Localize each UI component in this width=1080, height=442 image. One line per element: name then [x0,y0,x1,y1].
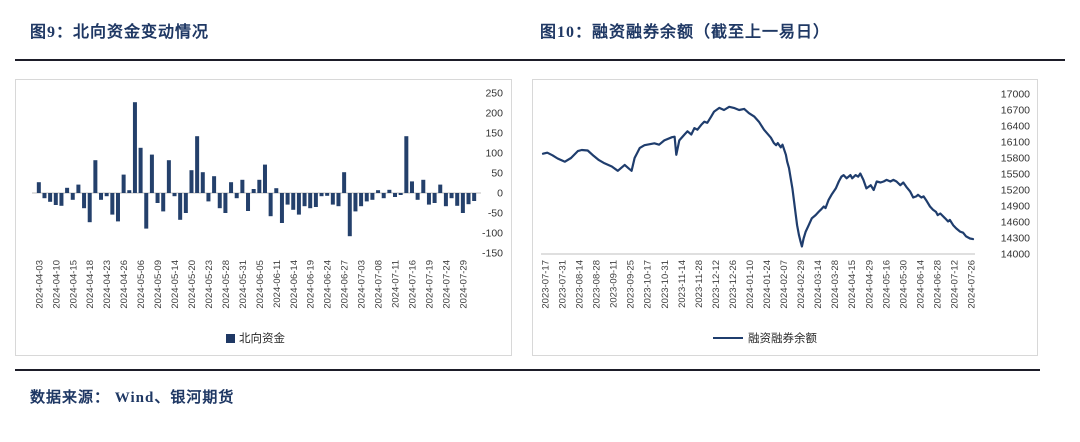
svg-text:2024-06-27: 2024-06-27 [340,260,351,309]
svg-text:2023-08-14: 2023-08-14 [575,260,586,309]
svg-text:2024-04-03: 2024-04-03 [34,260,45,309]
svg-text:17000: 17000 [1001,89,1030,101]
figure9-title: 图9：北向资金变动情况 [30,24,210,41]
svg-text:2023-09-25: 2023-09-25 [626,260,637,309]
svg-text:2023-08-28: 2023-08-28 [592,260,603,309]
northbound-legend: 北向资金 [226,330,285,346]
svg-text:2024-06-24: 2024-06-24 [323,260,334,309]
svg-text:2024-05-30: 2024-05-30 [898,260,909,309]
svg-text:2024-02-07: 2024-02-07 [779,260,790,309]
svg-text:2024-05-06: 2024-05-06 [136,260,147,309]
svg-text:150: 150 [485,128,503,140]
svg-text:2024-06-11: 2024-06-11 [272,260,283,308]
svg-text:2024-07-12: 2024-07-12 [949,260,960,309]
svg-text:14600: 14600 [1001,217,1030,229]
svg-text:200: 200 [485,108,503,120]
svg-text:2024-06-19: 2024-06-19 [306,260,317,309]
svg-text:2024-04-18: 2024-04-18 [85,260,96,309]
svg-text:-50: -50 [488,208,503,220]
svg-text:2023-12-12: 2023-12-12 [711,260,722,309]
svg-text:2024-04-15: 2024-04-15 [68,260,79,309]
svg-text:2024-03-14: 2024-03-14 [813,260,824,309]
svg-text:14000: 14000 [1001,249,1030,261]
bar-legend-label: 北向资金 [239,333,285,345]
svg-text:2024-05-28: 2024-05-28 [221,260,232,309]
svg-text:2023-11-28: 2023-11-28 [694,260,705,308]
svg-text:2024-06-28: 2024-06-28 [932,260,943,309]
svg-text:2024-07-19: 2024-07-19 [424,260,435,309]
svg-text:2024-04-26: 2024-04-26 [119,260,130,309]
bottom-divider-rule [15,369,1040,371]
svg-text:2024-07-26: 2024-07-26 [967,260,978,309]
svg-text:2023-11-14: 2023-11-14 [677,260,688,308]
svg-text:2024-03-28: 2024-03-28 [830,260,841,309]
data-source-note: 数据来源： Wind、银河期货 [30,390,235,406]
svg-text:2024-04-15: 2024-04-15 [847,260,858,309]
svg-text:-100: -100 [482,228,503,240]
svg-text:2024-04-29: 2024-04-29 [864,260,875,309]
svg-text:2024-04-10: 2024-04-10 [51,260,62,309]
svg-text:250: 250 [485,88,503,100]
svg-text:2023-12-26: 2023-12-26 [728,260,739,309]
svg-text:2024-05-23: 2024-05-23 [204,260,215,309]
svg-text:16400: 16400 [1001,121,1030,133]
svg-text:2023-10-31: 2023-10-31 [660,260,671,309]
line-legend-swatch-icon [713,337,743,339]
svg-text:100: 100 [485,148,503,160]
svg-text:2024-07-08: 2024-07-08 [374,260,385,309]
svg-text:2024-07-29: 2024-07-29 [458,260,469,309]
svg-text:2024-06-14: 2024-06-14 [915,260,926,309]
svg-text:2024-07-03: 2024-07-03 [357,260,368,309]
svg-text:2023-09-11: 2023-09-11 [609,260,620,308]
svg-text:16100: 16100 [1001,137,1030,149]
margin-balance-legend: 融资融券余额 [713,330,817,346]
svg-text:2024-06-14: 2024-06-14 [289,260,300,309]
svg-text:15800: 15800 [1001,153,1030,165]
svg-text:2024-07-24: 2024-07-24 [441,260,452,309]
svg-text:2024-05-14: 2024-05-14 [170,260,181,309]
svg-text:-150: -150 [482,248,503,260]
svg-text:2023-07-31: 2023-07-31 [558,260,569,309]
margin-balance-chart-panel: 17000 16700 16400 16100 15800 15500 15200 14900… [532,79,1038,356]
figure10-title: 图10：融资融券余额（截至上一易日） [540,24,831,41]
northbound-capital-chart-panel: 250 200 150 100 50 0 -50 -100 -150 2024-04-03 2024… [15,79,512,356]
svg-text:50: 50 [491,168,503,180]
svg-text:0: 0 [497,188,503,200]
svg-text:15500: 15500 [1001,169,1030,181]
svg-text:2024-05-31: 2024-05-31 [238,260,249,309]
svg-text:2024-05-09: 2024-05-09 [153,260,164,309]
svg-text:2024-04-23: 2024-04-23 [102,260,113,309]
bar-chart-canvas: 250 200 150 100 50 0 -50 -100 -150 2024-04-03 2024… [32,88,503,309]
svg-text:2024-05-16: 2024-05-16 [881,260,892,309]
svg-text:2024-07-11: 2024-07-11 [391,260,402,308]
svg-text:14900: 14900 [1001,201,1030,213]
svg-text:2023-10-17: 2023-10-17 [643,260,654,309]
svg-text:2024-02-29: 2024-02-29 [796,260,807,309]
svg-text:2024-06-05: 2024-06-05 [255,260,266,309]
top-divider-rule [15,59,1065,61]
svg-text:2024-05-20: 2024-05-20 [187,260,198,309]
line-legend-label: 融资融券余额 [748,333,817,345]
svg-text:2024-07-16: 2024-07-16 [407,260,418,309]
line-chart-canvas: 17000 16700 16400 16100 15800 15500 15200 14900… [541,89,1031,309]
svg-text:14300: 14300 [1001,233,1030,245]
bar-legend-swatch-icon [226,333,235,343]
svg-text:15200: 15200 [1001,185,1030,197]
svg-text:2024-01-24: 2024-01-24 [762,260,773,309]
svg-text:16700: 16700 [1001,105,1030,117]
svg-text:2023-07-17: 2023-07-17 [541,260,552,309]
svg-text:2024-01-10: 2024-01-10 [745,260,756,309]
